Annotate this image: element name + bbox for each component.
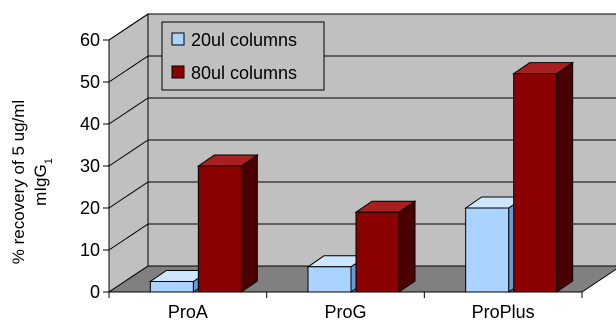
legend-label-80ul: 80ul columns	[191, 63, 297, 83]
legend: 20ul columns 80ul columns	[161, 21, 325, 91]
y-axis: 0 10 20 30 40 50 60	[80, 30, 110, 302]
legend-box	[161, 21, 325, 91]
bar-front	[465, 207, 510, 293]
legend-label-20ul: 20ul columns	[191, 30, 297, 50]
y-tick-label: 50	[80, 72, 100, 92]
gridline	[108, 181, 616, 209]
bar-side	[556, 61, 574, 293]
y-tick-label: 30	[80, 156, 100, 176]
y-tick-label: 10	[80, 240, 100, 260]
gridline	[108, 55, 616, 83]
bar	[196, 154, 259, 293]
bar-front	[355, 211, 400, 293]
bar-front	[307, 266, 352, 293]
legend-swatch-20ul	[171, 32, 185, 46]
bar-front	[149, 281, 194, 293]
x-axis: ProA ProG ProPlus	[108, 291, 583, 322]
y-axis-title-line2: mIgG1	[31, 158, 55, 206]
y-tick-label: 40	[80, 114, 100, 134]
y-tick-label: 20	[80, 198, 100, 218]
y-axis-title-unit: mIgG	[31, 164, 50, 206]
gridlines	[108, 13, 616, 251]
x-tick-label: ProG	[324, 302, 366, 322]
y-axis-title-subscript: 1	[43, 158, 55, 164]
bars	[148, 61, 575, 293]
bar-side	[398, 200, 416, 293]
y-axis-title: % recovery of 5 ug/ml mIgG1	[9, 100, 55, 264]
gridline	[108, 97, 616, 125]
y-axis-title-line1: % recovery of 5 ug/ml	[9, 100, 28, 264]
x-tick-label: ProA	[168, 302, 208, 322]
gridline	[108, 223, 616, 251]
gridline	[108, 13, 616, 41]
y-tick-label: 60	[80, 30, 100, 50]
bar	[354, 200, 417, 293]
bar-front	[197, 165, 242, 293]
x-tick-label: ProPlus	[472, 302, 535, 322]
gridline	[108, 139, 616, 167]
legend-swatch-80ul	[171, 65, 185, 79]
bar-side	[240, 154, 258, 293]
bar	[512, 61, 575, 293]
y-tick-label: 0	[90, 282, 100, 302]
bar-front	[513, 73, 558, 293]
